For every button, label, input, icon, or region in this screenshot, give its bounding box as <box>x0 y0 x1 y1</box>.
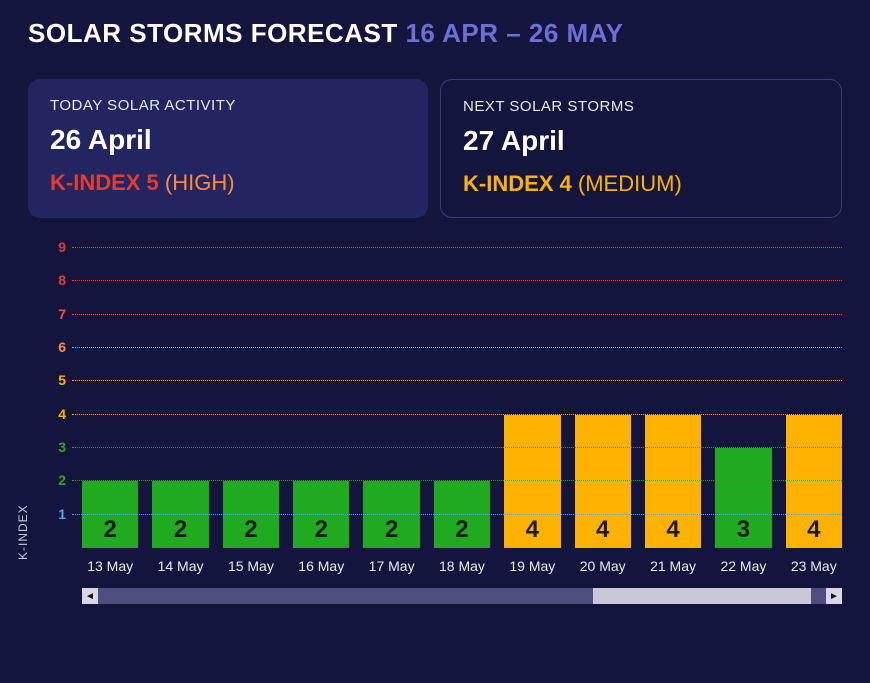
today-activity-date: 26 April <box>50 124 406 156</box>
y-tick-label: 1 <box>48 506 66 522</box>
chart-bar-column: 2 <box>434 248 490 548</box>
chart-x-labels: 13 May 14 May 15 May 16 May 17 May 18 May 19 M… <box>82 558 842 574</box>
scroll-thumb[interactable] <box>593 588 811 604</box>
chart-gridline: 9 <box>72 247 842 248</box>
next-storm-label: NEXT SOLAR STORMS <box>463 98 819 115</box>
chart-gridline: 6 <box>72 347 842 348</box>
kindex-chart: K-INDEX 22222244434 987654321 13 May14 M… <box>28 248 842 604</box>
chart-bar-column: 4 <box>575 248 631 548</box>
chart-bar-column: 4 <box>786 248 842 548</box>
chart-gridline: 1 <box>72 514 842 515</box>
today-kindex-value: K-INDEX 5 <box>50 170 159 195</box>
y-tick-label: 2 <box>48 472 66 488</box>
x-tick-label: 22 May <box>715 558 771 574</box>
y-tick-label: 4 <box>48 406 66 422</box>
chart-bar: 2 <box>293 481 349 548</box>
scroll-left-arrow[interactable]: ◄ <box>82 588 98 604</box>
y-tick-label: 8 <box>48 272 66 288</box>
chart-bars: 22222244434 <box>82 248 842 548</box>
today-activity-label: TODAY SOLAR ACTIVITY <box>50 97 406 114</box>
today-kindex-level: (HIGH) <box>159 170 235 195</box>
chart-bar-column: 2 <box>363 248 419 548</box>
y-tick-label: 9 <box>48 239 66 255</box>
page-title-range: 16 APR – 26 MAY <box>405 18 623 48</box>
x-tick-label: 18 May <box>434 558 490 574</box>
next-storm-card: NEXT SOLAR STORMS 27 April K-INDEX 4 (ME… <box>440 79 842 218</box>
y-tick-label: 3 <box>48 439 66 455</box>
chart-bar-column: 2 <box>82 248 138 548</box>
x-tick-label: 23 May <box>786 558 842 574</box>
chart-bar: 2 <box>363 481 419 548</box>
next-kindex: K-INDEX 4 (MEDIUM) <box>463 171 819 197</box>
y-tick-label: 7 <box>48 306 66 322</box>
y-axis-title: K-INDEX <box>16 504 30 560</box>
x-tick-label: 14 May <box>152 558 208 574</box>
x-tick-label: 21 May <box>645 558 701 574</box>
y-tick-label: 6 <box>48 339 66 355</box>
chart-bar: 2 <box>152 481 208 548</box>
scroll-right-arrow[interactable]: ► <box>826 588 842 604</box>
chart-gridline: 4 <box>72 414 842 415</box>
chart-plot-area: 22222244434 987654321 <box>72 248 842 548</box>
next-kindex-level: (MEDIUM) <box>572 171 682 196</box>
next-storm-date: 27 April <box>463 125 819 157</box>
chart-gridline: 7 <box>72 314 842 315</box>
x-tick-label: 15 May <box>223 558 279 574</box>
today-kindex: K-INDEX 5 (HIGH) <box>50 170 406 196</box>
chart-bar: 2 <box>223 481 279 548</box>
next-kindex-value: K-INDEX 4 <box>463 171 572 196</box>
x-tick-label: 13 May <box>82 558 138 574</box>
today-activity-card: TODAY SOLAR ACTIVITY 26 April K-INDEX 5 … <box>28 79 428 218</box>
page-title-prefix: SOLAR STORMS FORECAST <box>28 18 405 48</box>
chart-bar-column: 4 <box>645 248 701 548</box>
chart-bar: 3 <box>715 448 771 548</box>
chart-bar-column: 3 <box>715 248 771 548</box>
chart-bar-column: 2 <box>223 248 279 548</box>
chart-bar-column: 4 <box>504 248 560 548</box>
chart-bar-column: 2 <box>152 248 208 548</box>
x-tick-label: 19 May <box>504 558 560 574</box>
chart-bar: 2 <box>434 481 490 548</box>
chart-scrollbar[interactable]: ◄ ► <box>82 588 842 604</box>
chart-gridline: 5 <box>72 380 842 381</box>
summary-cards: TODAY SOLAR ACTIVITY 26 April K-INDEX 5 … <box>28 79 842 218</box>
x-tick-label: 17 May <box>363 558 419 574</box>
chart-gridline: 3 <box>72 447 842 448</box>
scroll-track[interactable] <box>98 588 826 604</box>
chart-bar-column: 2 <box>293 248 349 548</box>
y-tick-label: 5 <box>48 372 66 388</box>
chart-gridline: 2 <box>72 480 842 481</box>
x-tick-label: 20 May <box>575 558 631 574</box>
chart-gridline: 8 <box>72 280 842 281</box>
page-title: SOLAR STORMS FORECAST 16 APR – 26 MAY <box>28 18 842 49</box>
chart-bar: 2 <box>82 481 138 548</box>
x-tick-label: 16 May <box>293 558 349 574</box>
